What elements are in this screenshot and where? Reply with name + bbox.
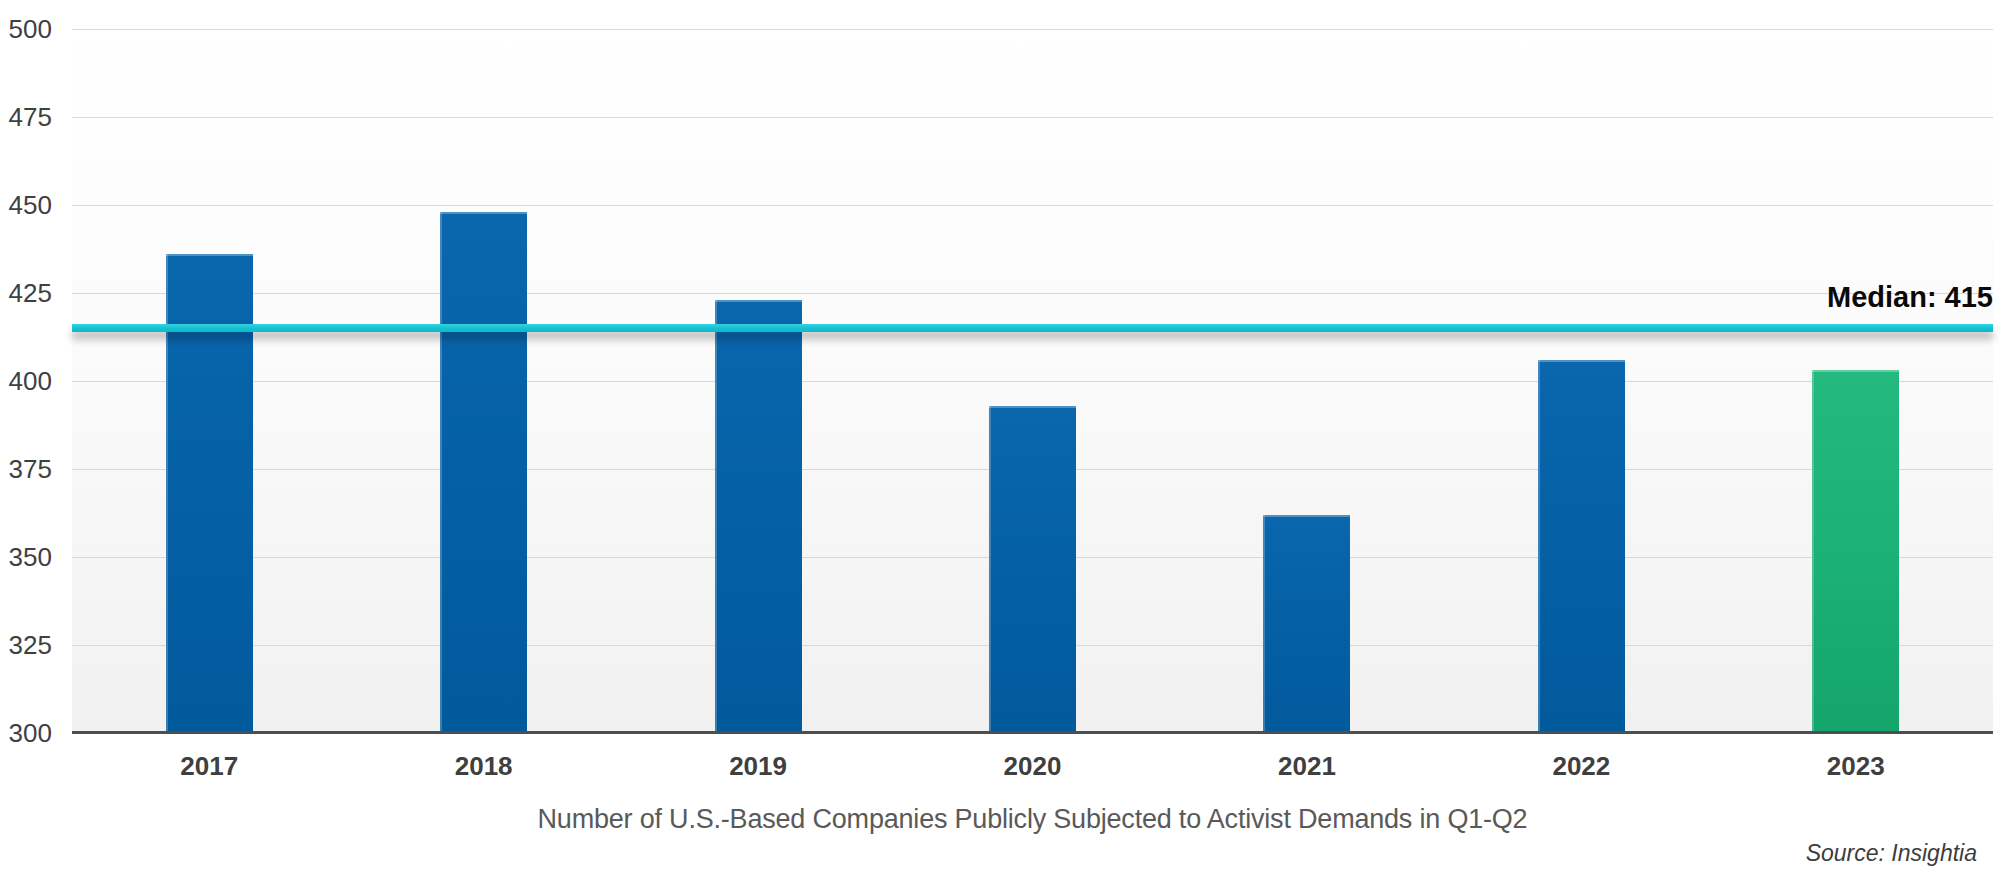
bar-2019 — [715, 300, 802, 733]
x-axis-label-2023: 2023 — [1776, 751, 1936, 782]
gridline-500 — [72, 29, 1993, 30]
x-axis-label-2021: 2021 — [1227, 751, 1387, 782]
x-axis-label-2020: 2020 — [953, 751, 1113, 782]
chart-title: Number of U.S.-Based Companies Publicly … — [72, 804, 1993, 835]
activist-demands-bar-chart: Median: 415 Number of U.S.-Based Compani… — [0, 0, 2000, 873]
median-line — [72, 324, 1993, 332]
bar-2022 — [1538, 360, 1625, 733]
y-axis-tick-label-400: 400 — [0, 366, 52, 396]
bar-2021 — [1263, 515, 1350, 733]
x-axis-label-2017: 2017 — [129, 751, 289, 782]
y-axis-tick-label-425: 425 — [0, 278, 52, 308]
gridline-475 — [72, 117, 1993, 118]
x-axis-line — [72, 731, 1993, 734]
y-axis-tick-label-375: 375 — [0, 454, 52, 484]
x-axis-label-2022: 2022 — [1501, 751, 1661, 782]
x-axis-label-2019: 2019 — [678, 751, 838, 782]
x-axis-label-2018: 2018 — [404, 751, 564, 782]
gridline-425 — [72, 293, 1993, 294]
median-label: Median: 415 — [1827, 281, 1993, 314]
y-axis-tick-label-500: 500 — [0, 14, 52, 44]
bar-2020 — [989, 406, 1076, 733]
y-axis-tick-label-475: 475 — [0, 102, 52, 132]
y-axis-tick-label-350: 350 — [0, 542, 52, 572]
gridline-450 — [72, 205, 1993, 206]
y-axis-tick-label-300: 300 — [0, 718, 52, 748]
bar-2018 — [440, 212, 527, 733]
gridline-400 — [72, 381, 1993, 382]
source-note: Source: Insightia — [1806, 840, 1977, 867]
plot-area — [72, 29, 1993, 733]
bar-2023 — [1812, 370, 1899, 733]
y-axis-tick-label-450: 450 — [0, 190, 52, 220]
y-axis-tick-label-325: 325 — [0, 630, 52, 660]
